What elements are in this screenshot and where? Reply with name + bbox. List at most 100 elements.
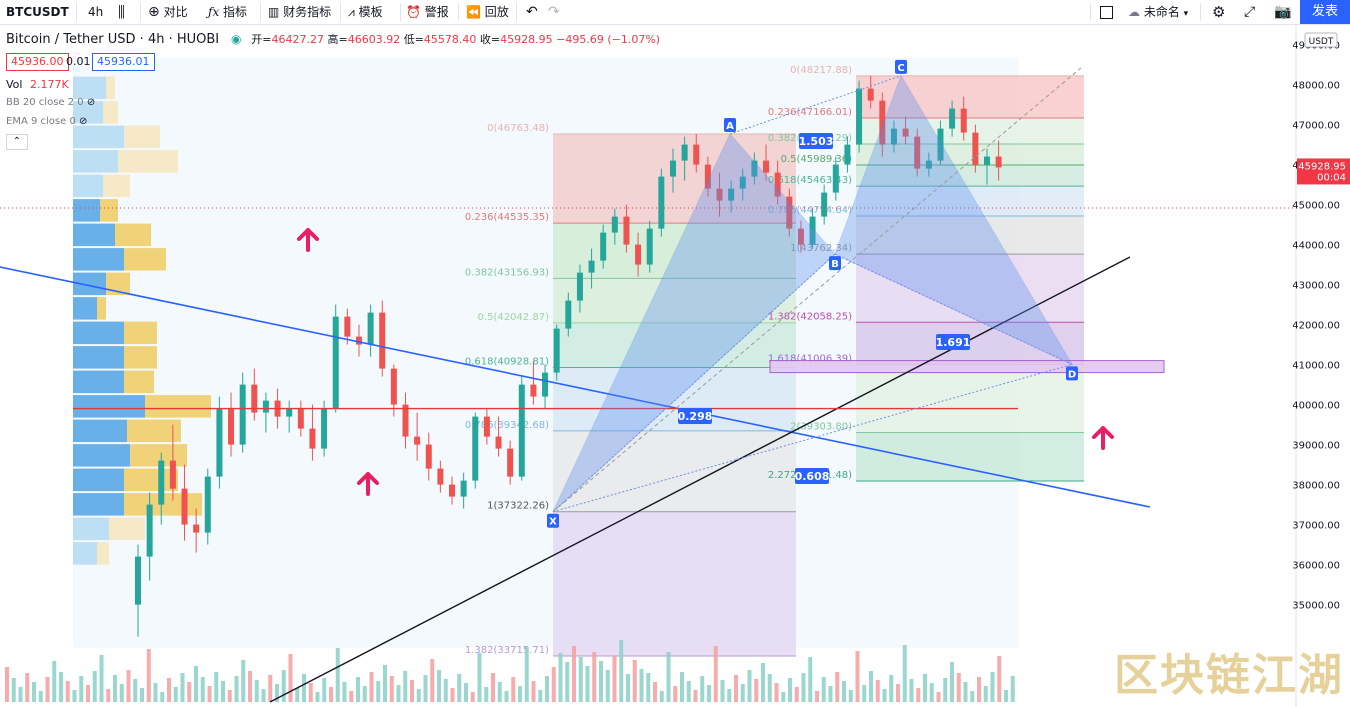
- profile-down-bar: [124, 346, 157, 369]
- volume-bar: [491, 673, 495, 702]
- harmonic-pattern: X A B C D 0.298 1.503 1.691 0.608: [547, 59, 1082, 528]
- sell-price-box[interactable]: 45936.00: [6, 53, 69, 71]
- volume-bar: [605, 670, 610, 702]
- publish-button[interactable]: 发表: [1300, 0, 1350, 24]
- volume-bar: [38, 691, 43, 702]
- candle-body: [332, 316, 339, 409]
- volume-bar: [612, 656, 617, 702]
- profile-down-bar: [100, 199, 118, 222]
- volume-bar: [221, 681, 225, 702]
- volume-bar: [126, 670, 131, 702]
- profile-down-bar: [124, 248, 166, 271]
- profile-up-bar: [73, 297, 97, 320]
- price-chart[interactable]: 0(46763.48) 0.236(44535.35) 0.382(43156.93…: [0, 25, 1350, 707]
- volume-bar: [187, 682, 192, 702]
- candle-body: [623, 216, 630, 245]
- ema-indicator-legend[interactable]: EMA 9 close 0 ⊘: [6, 116, 87, 127]
- open-value: 46427.27: [271, 33, 324, 46]
- replay-button[interactable]: ⏪ 回放: [466, 0, 509, 24]
- price-axis[interactable]: 49000.0048000.0047000.0046000.0045000.00…: [1292, 25, 1350, 707]
- fib-right-level-label: 0(48217.88): [790, 65, 852, 76]
- volume-bar: [740, 684, 745, 702]
- profile-up-bar: [73, 517, 109, 541]
- price-axis-background: [1296, 25, 1350, 707]
- volume-bar: [106, 689, 111, 702]
- volume-bar: [734, 675, 738, 702]
- volume-bar: [65, 681, 70, 702]
- layout-name-button[interactable]: ☁ 未命名 ▾: [1128, 0, 1188, 24]
- alert-label: 警报: [424, 5, 449, 19]
- volume-bar: [572, 646, 576, 702]
- volume-bar: [504, 691, 509, 702]
- trend-lines: [0, 207, 1296, 703]
- volume-bar: [794, 687, 799, 702]
- pattern-point-label: X: [549, 517, 557, 528]
- volume-bar: [990, 672, 995, 702]
- candle-body: [937, 128, 944, 161]
- profile-up-bar: [73, 272, 106, 296]
- volume-bar: [767, 674, 772, 702]
- camera-icon[interactable]: 📷: [1274, 4, 1292, 20]
- volume-bar: [578, 657, 583, 702]
- volume-bar: [720, 680, 725, 702]
- buy-price-box[interactable]: 45936.01: [92, 53, 155, 71]
- volume-label: Vol: [6, 78, 23, 91]
- volume-bar: [376, 681, 381, 702]
- candle-type-icon[interactable]: ⫼: [118, 3, 125, 21]
- candle-body: [646, 228, 653, 265]
- volume-bar: [896, 684, 900, 702]
- volume-bar: [52, 661, 57, 702]
- indicators-button[interactable]: ƒx 指标: [208, 0, 247, 24]
- candle-body: [693, 144, 700, 165]
- volume-bar: [1004, 690, 1008, 702]
- volume-bar: [403, 671, 408, 702]
- eye-off-icon[interactable]: ⊘: [86, 97, 96, 108]
- alert-button[interactable]: ⏰ 警报: [406, 0, 449, 24]
- price-tick-label: 45000.00: [1292, 201, 1340, 212]
- compare-button[interactable]: ⊕ 对比: [148, 0, 188, 24]
- volume-bar: [396, 685, 401, 702]
- price-tick-label: 35000.00: [1292, 601, 1340, 612]
- plus-circle-icon: ⊕: [148, 4, 160, 20]
- volume-bar: [369, 672, 374, 702]
- gear-icon[interactable]: ⚙: [1212, 3, 1226, 21]
- volume-bar: [254, 680, 259, 702]
- financials-button[interactable]: ▥ 财务指标: [268, 0, 331, 24]
- volume-bar: [268, 675, 273, 702]
- fib-right-level-label: 0.5(45989.36): [781, 154, 853, 165]
- collapse-legend-button[interactable]: ⌃: [6, 134, 28, 150]
- volume-bar: [956, 673, 961, 702]
- volume-bar: [335, 648, 340, 702]
- bb-indicator-legend[interactable]: BB 20 close 2 0 ⊘: [6, 97, 95, 108]
- cloud-icon: ☁: [1128, 5, 1140, 19]
- pattern-bcd-triangle: [834, 74, 1074, 366]
- volume-bar: [842, 681, 846, 702]
- symbol-title[interactable]: Bitcoin / Tether USD · 4h · HUOBI: [6, 32, 220, 47]
- templates-button[interactable]: ⩘ 模板: [348, 0, 383, 24]
- interval-button[interactable]: 4h: [88, 5, 104, 19]
- status-dot-icon: ◉: [230, 32, 242, 46]
- volume-bar: [450, 688, 455, 702]
- redo-icon[interactable]: ↷: [548, 4, 560, 20]
- fib-left-level-label: 0.786(39342.68): [465, 420, 549, 431]
- fullscreen-layout-icon[interactable]: [1100, 0, 1113, 24]
- volume-bar: [18, 687, 23, 702]
- templates-label: 模板: [358, 5, 383, 19]
- volume-bar: [646, 673, 651, 702]
- profile-up-bar: [73, 370, 124, 394]
- eye-off-icon[interactable]: ⊘: [79, 116, 88, 127]
- fullscreen-icon[interactable]: ⤢: [1244, 4, 1256, 20]
- profile-up-bar: [73, 321, 124, 345]
- volume-bar: [214, 672, 219, 702]
- candle-body: [449, 484, 456, 497]
- volume-bar: [936, 692, 941, 702]
- volume-bar: [977, 677, 981, 702]
- fib-right-zone: [856, 216, 1084, 255]
- profile-down-bar: [124, 370, 154, 394]
- symbol-search[interactable]: BTCUSDT: [6, 5, 69, 19]
- undo-icon[interactable]: ↶: [526, 4, 538, 20]
- volume-bar: [470, 692, 475, 702]
- volume-bar: [666, 652, 671, 702]
- fib-right-level-label: 1.618(41006.39): [768, 353, 852, 364]
- price-tick-label: 36000.00: [1292, 561, 1340, 572]
